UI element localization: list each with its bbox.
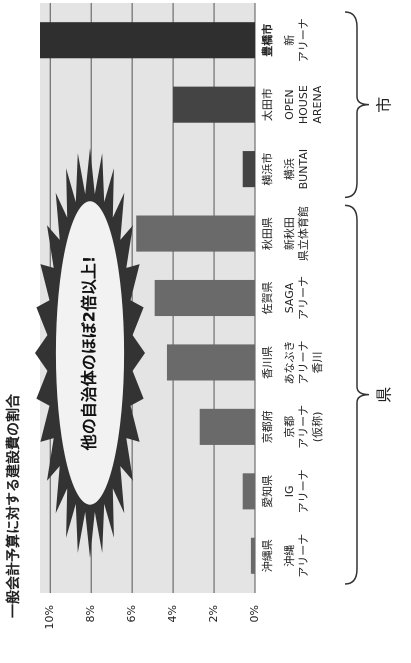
x-tick-label: 豊橋市 — [260, 24, 274, 57]
arena-label: ARENA — [311, 85, 324, 123]
x-tick-label: 沖縄県 — [260, 539, 274, 572]
x-tick-label: 太田市 — [260, 88, 274, 121]
annotation: 他の自治体のほぼ2倍以上! — [80, 256, 99, 451]
x-tick-label: 愛知県 — [260, 475, 274, 508]
arena-label: アリーナ — [297, 18, 310, 62]
y-tick-label: 2% — [207, 605, 220, 622]
arena-label: 香川 — [311, 351, 324, 373]
chart-title: 一般会計予算に対する建設費の割合 — [5, 393, 22, 618]
y-tick-label: 6% — [125, 605, 138, 622]
group-label: 県 — [375, 387, 394, 403]
y-tick-label: 4% — [166, 605, 179, 622]
starburst-inner — [55, 201, 125, 505]
y-tick-label: 0% — [248, 605, 261, 622]
x-tick-label: 秋田県 — [260, 217, 274, 250]
arena-label: 横浜 — [282, 158, 296, 180]
x-tick-label: 横浜市 — [260, 153, 274, 186]
arena-label: BUNTAI — [297, 149, 310, 189]
x-tick-label: 佐賀県 — [260, 282, 274, 315]
arena-label: アリーナ — [297, 340, 310, 384]
arena-label: (仮称) — [310, 412, 324, 443]
arena-label: OPEN — [283, 89, 296, 119]
bar — [242, 151, 255, 188]
arena-label: HOUSE — [297, 85, 310, 124]
arena-label: SAGA — [283, 282, 296, 313]
bar — [242, 473, 255, 510]
rotated-chart: 一般会計予算に対する建設費の割合 0%2%4%6%8%10%沖縄県 沖縄 アリーナ愛… — [5, 3, 394, 629]
arena-label: IG — [283, 485, 296, 497]
bar — [199, 408, 255, 445]
y-tick-label: 8% — [84, 605, 97, 622]
arena-label: アリーナ — [297, 405, 310, 449]
group-brace — [344, 204, 370, 585]
arena-label: 新 — [282, 35, 296, 46]
bar — [40, 22, 255, 59]
x-tick-label: 香川県 — [261, 346, 274, 379]
bar — [136, 215, 255, 252]
group-label: 市 — [375, 97, 394, 113]
arena-label: 京都 — [282, 416, 296, 438]
arena-label: アリーナ — [297, 534, 310, 578]
arena-label: 沖縄 — [282, 545, 296, 567]
bar — [173, 86, 256, 123]
arena-label: あなぶき — [283, 340, 296, 384]
bar — [166, 344, 255, 381]
arena-label: 県立体育館 — [296, 206, 310, 261]
group-brace — [344, 11, 370, 199]
bar — [250, 537, 255, 574]
arena-label: アリーナ — [297, 469, 310, 513]
y-tick-label: 10% — [43, 605, 56, 629]
arena-label: 新秋田 — [282, 217, 296, 250]
arena-label: アリーナ — [297, 276, 310, 320]
bar — [154, 279, 256, 317]
x-tick-label: 京都府 — [260, 410, 274, 443]
